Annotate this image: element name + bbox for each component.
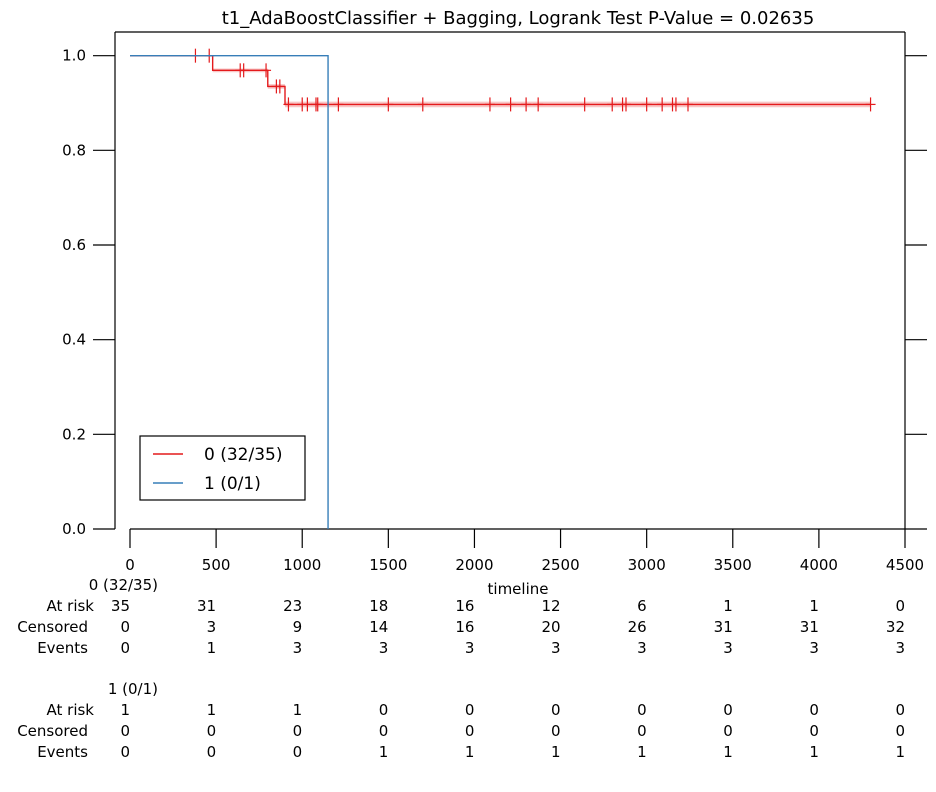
- x-tick-label: 4500: [886, 556, 924, 574]
- table-cell: 0: [637, 701, 647, 719]
- chart-title: t1_AdaBoostClassifier + Bagging, Logrank…: [222, 8, 815, 29]
- table-cell: 1: [895, 743, 905, 761]
- table-cell: 23: [283, 597, 302, 615]
- table-cell: 3: [293, 639, 303, 657]
- table-cell: 14: [369, 618, 388, 636]
- table-cell: 0: [637, 722, 647, 740]
- table-cell: 1: [207, 701, 217, 719]
- table-cell: 3: [207, 618, 217, 636]
- table-cell: 1: [723, 743, 733, 761]
- table-cell: 31: [714, 618, 733, 636]
- table-row-label: Events: [37, 743, 88, 761]
- table-cell: 0: [723, 701, 733, 719]
- table-cell: 0: [379, 722, 389, 740]
- y-tick-label: 0.4: [62, 331, 86, 349]
- table-cell: 31: [197, 597, 216, 615]
- x-tick-label: 1000: [283, 556, 321, 574]
- table-cell: 3: [809, 639, 819, 657]
- table-cell: 0: [809, 722, 819, 740]
- table-cell: 0: [379, 701, 389, 719]
- x-tick-label: 3000: [628, 556, 666, 574]
- y-tick-label: 0.8: [62, 141, 86, 159]
- table-cell: 32: [886, 618, 905, 636]
- table-cell: 6: [637, 597, 647, 615]
- series-0: [130, 48, 876, 112]
- table-cell: 0: [465, 701, 475, 719]
- table-cell: 18: [369, 597, 388, 615]
- table-cell: 26: [628, 618, 647, 636]
- table-cell: 1: [637, 743, 647, 761]
- x-axis-label: timeline: [488, 580, 549, 598]
- table-cell: 0: [895, 701, 905, 719]
- table-cell: 1: [293, 701, 303, 719]
- table-cell: 0: [895, 722, 905, 740]
- table-cell: 3: [637, 639, 647, 657]
- x-tick-label: 500: [202, 556, 231, 574]
- table-cell: 0: [120, 639, 130, 657]
- table-cell: 9: [293, 618, 303, 636]
- table-cell: 0: [551, 701, 561, 719]
- table-cell: 0: [551, 722, 561, 740]
- table-cell: 0: [120, 743, 130, 761]
- table-cell: 12: [541, 597, 560, 615]
- confidence-band: [130, 55, 871, 108]
- legend-label: 1 (0/1): [204, 474, 261, 494]
- table-cell: 1: [207, 639, 217, 657]
- legend: 0 (32/35) 1 (0/1): [139, 435, 306, 501]
- table-cell: 1: [809, 597, 819, 615]
- table-cell: 0: [723, 722, 733, 740]
- table-cell: 0: [293, 722, 303, 740]
- table-cell: 16: [455, 618, 474, 636]
- at-risk-table: 0 (32/35)At risk 35 31 23 18 16 12 6 1 1 0Censored…: [17, 576, 905, 761]
- table-cell: 31: [800, 618, 819, 636]
- table-cell: 35: [111, 597, 130, 615]
- table-row-label: At risk: [47, 597, 95, 615]
- table-cell: 16: [455, 597, 474, 615]
- table-cell: 0: [207, 743, 217, 761]
- table-cell: 0: [120, 722, 130, 740]
- table-cell: 0: [293, 743, 303, 761]
- y-tick-label: 1.0: [62, 47, 86, 65]
- legend-box: [139, 435, 306, 501]
- x-tick-label: 2000: [455, 556, 493, 574]
- table-row-label: At risk: [47, 701, 95, 719]
- x-tick-label: 4000: [800, 556, 838, 574]
- table-group-header: 0 (32/35): [89, 576, 158, 594]
- table-cell: 1: [723, 597, 733, 615]
- y-tick-label: 0.6: [62, 236, 86, 254]
- table-cell: 3: [551, 639, 561, 657]
- table-cell: 0: [895, 597, 905, 615]
- y-tick-label: 0.2: [62, 425, 86, 443]
- survival-curve: [130, 54, 329, 529]
- series-1: [130, 54, 329, 529]
- x-tick-label: 0: [125, 556, 135, 574]
- table-group-header: 1 (0/1): [108, 680, 158, 698]
- table-cell: 1: [551, 743, 561, 761]
- x-tick-label: 2500: [541, 556, 579, 574]
- series-layer: [130, 48, 876, 529]
- table-cell: 1: [809, 743, 819, 761]
- table-cell: 0: [465, 722, 475, 740]
- table-cell: 3: [379, 639, 389, 657]
- survival-curve: [130, 54, 871, 106]
- table-cell: 1: [120, 701, 130, 719]
- table-row-label: Censored: [17, 722, 88, 740]
- table-row-label: Censored: [17, 618, 88, 636]
- table-cell: 20: [541, 618, 560, 636]
- table-cell: 0: [120, 618, 130, 636]
- x-tick-label: 1500: [369, 556, 407, 574]
- axes: 0.0 0.2 0.4 0.6 0.8 1.0 0 500 1000 1500 2000 2500 30…: [62, 31, 927, 574]
- table-cell: 3: [723, 639, 733, 657]
- table-cell: 0: [207, 722, 217, 740]
- table-cell: 1: [465, 743, 475, 761]
- x-tick-label: 3500: [714, 556, 752, 574]
- y-tick-label: 0.0: [62, 520, 86, 538]
- table-cell: 0: [809, 701, 819, 719]
- table-row-label: Events: [37, 639, 88, 657]
- table-cell: 3: [465, 639, 475, 657]
- table-cell: 3: [895, 639, 905, 657]
- legend-label: 0 (32/35): [204, 445, 282, 465]
- table-cell: 1: [379, 743, 389, 761]
